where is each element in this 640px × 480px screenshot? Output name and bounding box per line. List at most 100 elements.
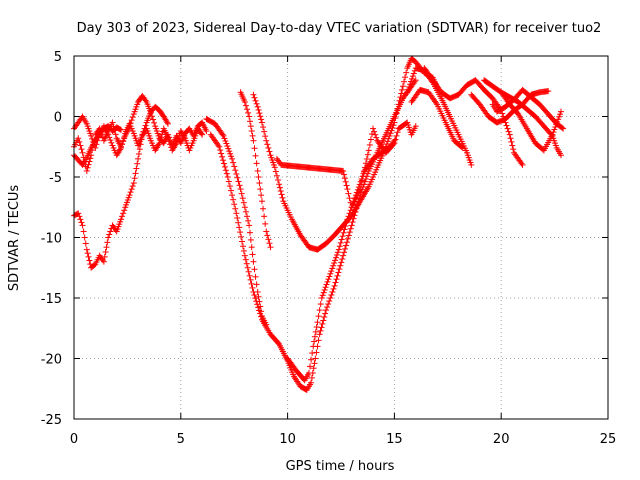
data-point <box>372 131 379 138</box>
data-point <box>138 136 145 143</box>
data-point <box>234 174 241 181</box>
data-point <box>107 137 114 144</box>
y-tick-label: -10 <box>41 232 62 247</box>
data-point <box>227 150 234 157</box>
data-point <box>247 229 254 236</box>
data-point <box>135 151 142 158</box>
data-point <box>312 355 319 362</box>
x-tick-label: 0 <box>70 432 78 447</box>
data-point <box>258 116 265 123</box>
data-point <box>237 186 244 193</box>
data-point <box>141 125 148 132</box>
data-point <box>321 314 328 321</box>
data-point <box>258 192 265 199</box>
data-point <box>219 153 226 160</box>
data-point <box>505 128 512 135</box>
data-point <box>347 225 354 232</box>
data-point <box>341 249 348 256</box>
data-point <box>172 141 179 148</box>
data-point <box>256 180 263 187</box>
data-point <box>510 146 517 153</box>
data-point <box>342 178 349 185</box>
data-point <box>256 307 263 314</box>
data-point <box>408 78 415 85</box>
data-point <box>236 224 243 231</box>
data-point <box>249 251 256 258</box>
data-point <box>258 198 265 205</box>
data-point <box>251 145 258 152</box>
data-point <box>316 307 323 314</box>
data-point <box>330 262 337 269</box>
data-point <box>278 191 285 198</box>
data-point <box>247 118 254 125</box>
data-point <box>387 130 394 137</box>
data-point <box>265 236 272 243</box>
data-point <box>101 253 108 260</box>
data-point <box>222 167 229 174</box>
data-point <box>252 273 259 280</box>
data-point <box>320 289 327 296</box>
data-point <box>137 141 144 148</box>
data-point <box>399 83 406 90</box>
data-point <box>246 113 253 120</box>
data-point <box>102 249 109 256</box>
data-point <box>242 256 249 263</box>
data-point <box>507 135 514 142</box>
data-point <box>241 98 248 105</box>
data-point <box>150 116 157 123</box>
data-point <box>308 379 315 386</box>
data-point <box>363 155 370 162</box>
data-point <box>243 260 250 267</box>
data-point <box>408 75 415 82</box>
data-point <box>250 288 257 295</box>
data-point <box>251 94 258 101</box>
data-point <box>358 181 365 188</box>
data-point <box>232 205 239 212</box>
data-point <box>390 141 397 148</box>
data-point <box>247 236 254 243</box>
data-point <box>248 244 255 251</box>
data-point <box>392 115 399 122</box>
data-point <box>371 128 378 135</box>
data-point <box>346 210 353 217</box>
data-point <box>252 97 259 104</box>
data-point <box>91 262 98 269</box>
data-point <box>258 119 265 126</box>
data-point <box>236 182 243 189</box>
data-point <box>250 137 257 144</box>
data-point <box>87 155 94 162</box>
data-point <box>198 130 205 137</box>
data-point <box>401 78 408 85</box>
data-point <box>360 173 367 180</box>
data-point <box>343 219 350 226</box>
data-point <box>365 147 372 154</box>
data-point <box>233 170 240 177</box>
data-point <box>129 114 136 121</box>
data-point <box>85 253 92 260</box>
data-point <box>119 213 126 220</box>
chart-title: Day 303 of 2023, Sidereal Day-to-day VTE… <box>77 21 602 36</box>
data-point <box>136 146 143 153</box>
data-point <box>128 186 135 193</box>
data-point <box>255 174 262 180</box>
data-point <box>266 240 273 247</box>
data-point <box>345 190 352 197</box>
data-point <box>337 262 344 269</box>
data-point <box>230 196 237 203</box>
x-tick-label: 15 <box>386 432 403 447</box>
data-point <box>140 128 147 135</box>
data-point <box>112 131 119 138</box>
data-point <box>79 149 86 156</box>
data-point <box>320 317 327 324</box>
data-point <box>344 216 351 223</box>
data-point <box>249 132 256 139</box>
data-point <box>250 258 257 265</box>
data-point <box>343 182 350 189</box>
data-point <box>249 284 256 291</box>
data-point <box>227 187 234 194</box>
data-point <box>117 126 124 133</box>
data-point <box>551 126 558 133</box>
data-point <box>242 102 249 109</box>
data-point <box>509 142 516 149</box>
data-point <box>312 328 319 335</box>
